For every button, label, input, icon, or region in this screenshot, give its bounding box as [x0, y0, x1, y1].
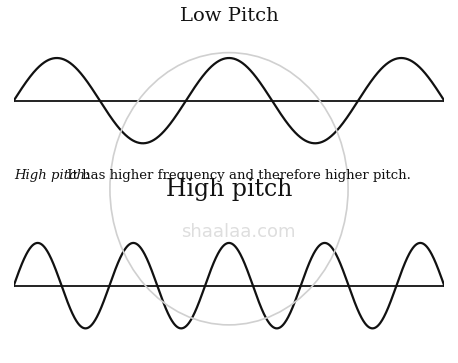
- Title: Low Pitch: Low Pitch: [180, 7, 278, 25]
- Text: High pitch: High pitch: [166, 178, 292, 201]
- Text: High pitch:: High pitch:: [14, 169, 89, 182]
- Text: It has higher frequency and therefore higher pitch.: It has higher frequency and therefore hi…: [63, 169, 411, 182]
- Text: shaalaa.com: shaalaa.com: [181, 223, 295, 241]
